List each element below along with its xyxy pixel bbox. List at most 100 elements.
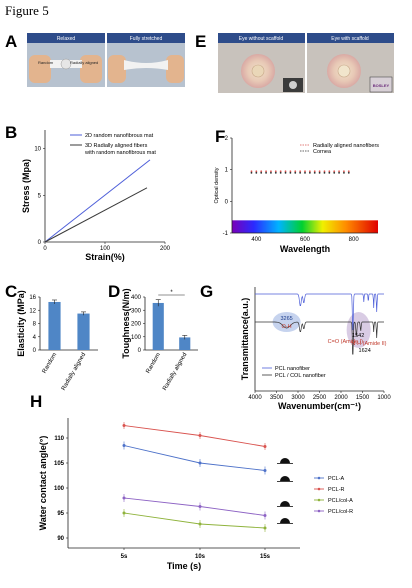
- data-point-2: [313, 171, 316, 174]
- data-point-1: [338, 170, 340, 173]
- data-point: [263, 445, 267, 448]
- chart-d: 0 100 200 300 400 Random Radially aligned Tough…: [121, 288, 198, 392]
- spectrum-bar: [232, 220, 378, 233]
- oh-band-highlight: [272, 312, 301, 332]
- x-axis-label: Wavenumber(cm⁻¹): [278, 401, 361, 411]
- annotation-1624: 1624: [359, 348, 371, 354]
- data-point-1: [274, 170, 277, 173]
- y-axis-label: Elasticity (MPa): [16, 290, 26, 357]
- chart-c: 0 4 8 12 16 Random Radially aligned Elasticity …: [16, 290, 98, 392]
- panel-letter-d: D: [108, 282, 120, 301]
- data-point-2: [270, 171, 272, 174]
- series-line-1: [123, 445, 266, 471]
- chart-b: 0 100 200 0 5 10 Strain(%) Stress (Mpa) 2D rando…: [21, 130, 171, 262]
- data-point-1: [299, 170, 302, 173]
- category-label-2: Radially aligned: [61, 352, 87, 392]
- data-point: [263, 469, 267, 472]
- droplet-icon-2: [280, 476, 290, 481]
- legend-label-1: PCL nanofiber: [275, 366, 310, 372]
- y-tick-label: 100: [131, 335, 142, 341]
- chart-h: 5s 10s 15s PCL-A PCL-R PCL/col-A PCL/col-R 90 95…: [38, 418, 353, 571]
- significance-mark: *: [170, 290, 173, 296]
- series-line-2: [123, 425, 266, 447]
- photo-label-relaxed: Relaxed: [57, 36, 76, 42]
- legend-marker-4: [317, 509, 321, 513]
- panel-letter-h: H: [30, 392, 42, 411]
- legend-marker-2: [317, 487, 321, 491]
- y-tick-label: 12: [29, 308, 36, 314]
- legend-marker-3: [317, 498, 321, 502]
- data-point-1: [250, 170, 253, 173]
- data-point-2: [294, 171, 297, 174]
- y-tick-label: 5: [38, 193, 42, 199]
- data-point: [263, 526, 267, 530]
- x-axis-label: Wavelength: [280, 244, 330, 254]
- y-tick-label: 90: [57, 536, 64, 542]
- x-tick-label: 2000: [334, 395, 348, 401]
- panel-letter-a: A: [5, 32, 17, 51]
- data-point-1: [284, 170, 287, 173]
- y-axis-label: Stress (Mpa): [21, 159, 31, 213]
- data-point-1: [313, 170, 316, 173]
- x-tick-label: 4000: [248, 395, 262, 401]
- legend-label-1: 2D random nanofibrous mat: [85, 133, 154, 139]
- y-tick-label: 95: [57, 511, 64, 517]
- x-tick-label: 15s: [260, 554, 271, 560]
- droplet-icon-1: [280, 458, 290, 463]
- x-tick-label: 3000: [291, 395, 305, 401]
- y-tick-label: 0: [138, 348, 142, 354]
- eye-photo-without-scaffold: Eye without scaffold: [218, 33, 305, 93]
- y-tick-label: -1: [223, 231, 229, 237]
- data-point-1: [294, 170, 297, 173]
- x-tick-label: 1000: [377, 395, 391, 401]
- data-point-1: [308, 170, 311, 173]
- y-tick-label: 0: [38, 240, 42, 246]
- data-point-2: [308, 171, 311, 174]
- annotation-3265: 3265: [280, 316, 292, 322]
- data-point-2: [255, 171, 258, 174]
- data-point-1: [328, 170, 331, 173]
- x-tick-label: 100: [100, 246, 111, 252]
- x-axis-label: Strain(%): [85, 252, 125, 262]
- panel-letter-g: G: [200, 282, 213, 301]
- droplet-icon-3: [280, 501, 290, 506]
- data-point-2: [250, 171, 253, 174]
- y-tick-label: 200: [131, 322, 142, 328]
- data-point-2: [289, 171, 292, 174]
- series-line-3: [123, 512, 266, 529]
- legend-label-2b: with random nanofibrous mat: [84, 150, 156, 156]
- stretch-photo-relaxed: Relaxed Random Radially aligned: [27, 33, 105, 87]
- x-tick-label: 3500: [270, 395, 284, 401]
- series-line-2: [44, 187, 148, 243]
- spectrum-line-1: [255, 293, 384, 331]
- annotation-amide-i: C=O (Amide I): [328, 339, 363, 345]
- legend-label-2a: 3D Radially aligned fibers: [85, 143, 148, 149]
- data-point-2: [343, 171, 345, 174]
- category-label-2: Radially aligned: [162, 352, 188, 392]
- panel-letter-c: C: [5, 282, 17, 301]
- data-point-2: [260, 171, 263, 174]
- y-tick-label: 8: [33, 322, 37, 328]
- inset-label-random: Random: [38, 60, 54, 65]
- y-axis-label: Transmittance(a.u.): [240, 298, 250, 381]
- y-tick-label: 110: [54, 436, 64, 442]
- y-tick-label: 0: [225, 199, 229, 205]
- stretch-photo-stretched: Fully stretched: [107, 33, 185, 87]
- photo-label-stretched: Fully stretched: [130, 36, 163, 42]
- bar-2: [77, 313, 90, 350]
- data-point-1: [347, 170, 350, 173]
- y-axis-label: Optical density: [214, 167, 220, 203]
- y-tick-label: 4: [33, 335, 37, 341]
- data-point: [198, 434, 202, 437]
- spectrum-line-2: [255, 321, 384, 355]
- data-point-1: [323, 170, 326, 173]
- x-tick-label: 800: [349, 237, 360, 243]
- x-tick-label: 10s: [195, 554, 206, 560]
- y-tick-label: 1: [225, 168, 229, 174]
- x-tick-label: 0: [43, 246, 47, 252]
- data-point-2: [265, 171, 267, 174]
- x-tick-label: 600: [300, 237, 311, 243]
- x-tick-label: 400: [251, 237, 262, 243]
- photo-label-without-scaffold: Eye without scaffold: [239, 36, 284, 42]
